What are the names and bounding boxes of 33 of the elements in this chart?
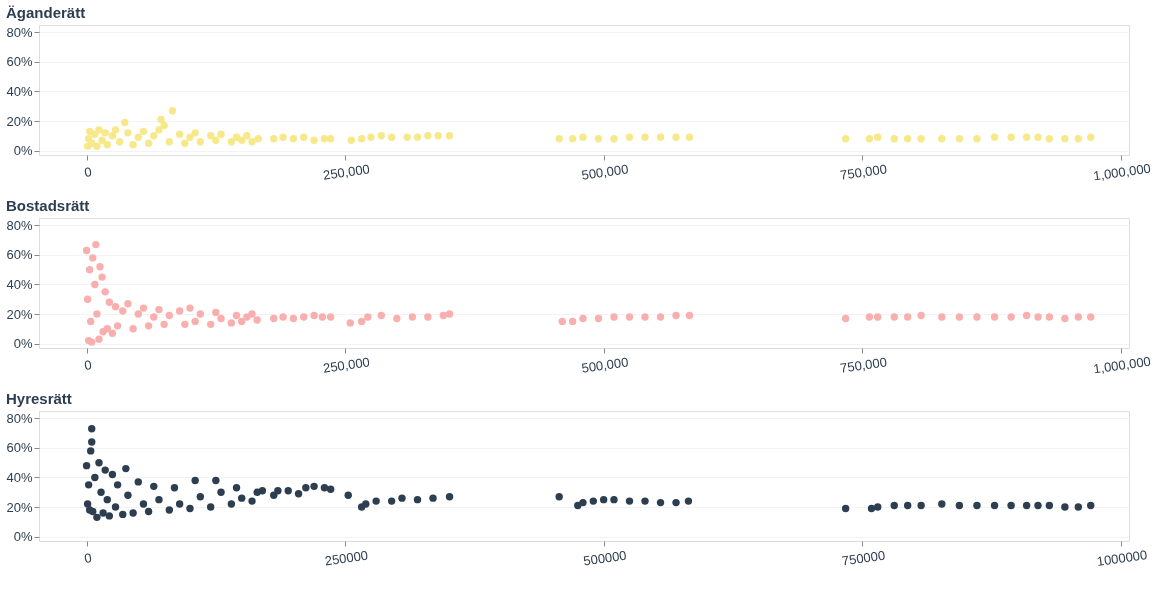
y-tick-label: 0% [13, 336, 33, 352]
y-tick-label: 60% [6, 54, 33, 70]
x-tick-label: 250,000 [322, 161, 371, 183]
x-tick-label: 0 [83, 357, 93, 373]
chart-title: Bostadsrätt [5, 197, 90, 214]
y-tick-label: 80% [6, 24, 33, 40]
y-tick-label: 60% [6, 440, 33, 456]
x-tick-label: 500000 [582, 547, 628, 569]
x-tick-label: 0 [83, 550, 93, 566]
chart-title: Äganderätt [5, 4, 86, 21]
y-tick-label: 60% [6, 247, 33, 263]
x-tick-label: 1,000,000 [1092, 160, 1152, 184]
x-tick-label: 500,000 [580, 354, 630, 376]
x-tick-label: 250000 [323, 547, 369, 569]
x-tick-label: 1,000,000 [1092, 353, 1152, 377]
x-tick-label: 750,000 [839, 354, 888, 376]
x-tick-label: 1000000 [1095, 547, 1149, 569]
x-tick-label: 750,000 [839, 161, 888, 183]
y-tick-label: 20% [6, 306, 33, 322]
y-tick-label: 80% [6, 410, 33, 426]
y-tick-label: 40% [6, 276, 33, 292]
y-tick-label: 0% [13, 143, 33, 159]
x-tick-label: 750000 [840, 547, 886, 569]
y-tick-label: 20% [6, 113, 33, 129]
chart-title: Hyresrätt [5, 390, 72, 407]
y-tick-label: 20% [6, 499, 33, 515]
y-tick-label: 40% [6, 469, 33, 485]
y-tick-label: 0% [13, 529, 33, 545]
y-tick-label: 40% [6, 83, 33, 99]
y-tick-label: 80% [6, 217, 33, 233]
x-tick-label: 0 [83, 164, 93, 180]
x-tick-label: 500,000 [580, 161, 630, 183]
x-tick-label: 250,000 [322, 354, 371, 376]
